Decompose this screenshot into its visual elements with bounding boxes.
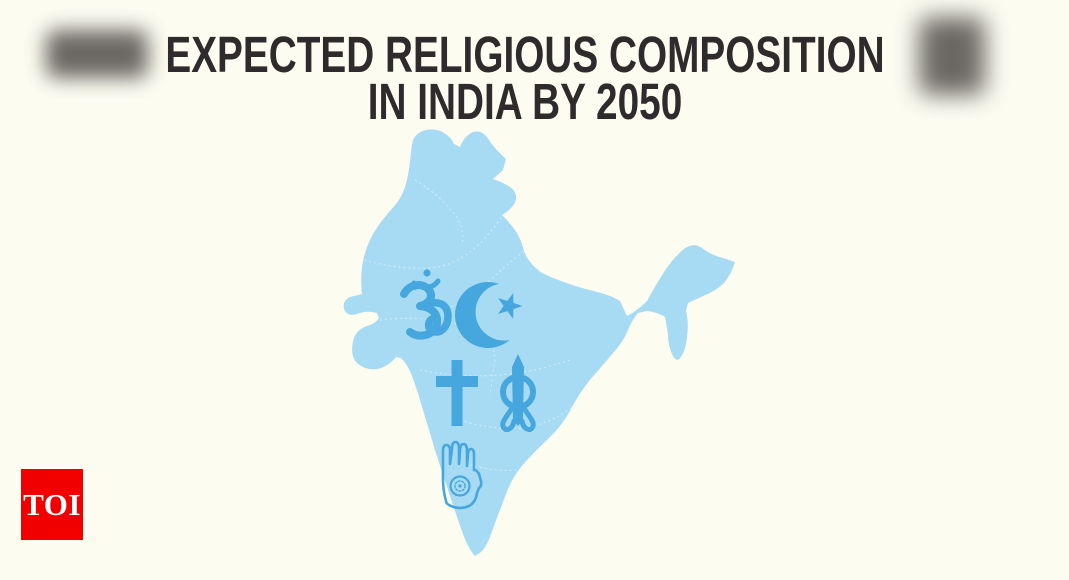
star-and-crescent-icon: [455, 282, 533, 348]
title-line-1: EXPECTED RELIGIOUS COMPOSITION: [165, 26, 885, 83]
toi-logo-text: TOI: [23, 486, 81, 522]
india-map: [343, 129, 735, 556]
ahimsa-hand-icon: [441, 440, 483, 510]
blurred-text-artifact-right: [919, 17, 985, 95]
title-line-2: IN INDIA BY 2050: [367, 73, 683, 130]
om-icon: [400, 269, 452, 340]
toi-logo: TOI: [21, 469, 83, 540]
blurred-text-artifact-left: [46, 30, 148, 78]
cross-icon: [436, 360, 478, 426]
page-title: EXPECTED RELIGIOUS COMPOSITION IN INDIA …: [0, 26, 1050, 130]
india-map-shape: [343, 129, 735, 556]
khanda-icon: [500, 354, 536, 433]
